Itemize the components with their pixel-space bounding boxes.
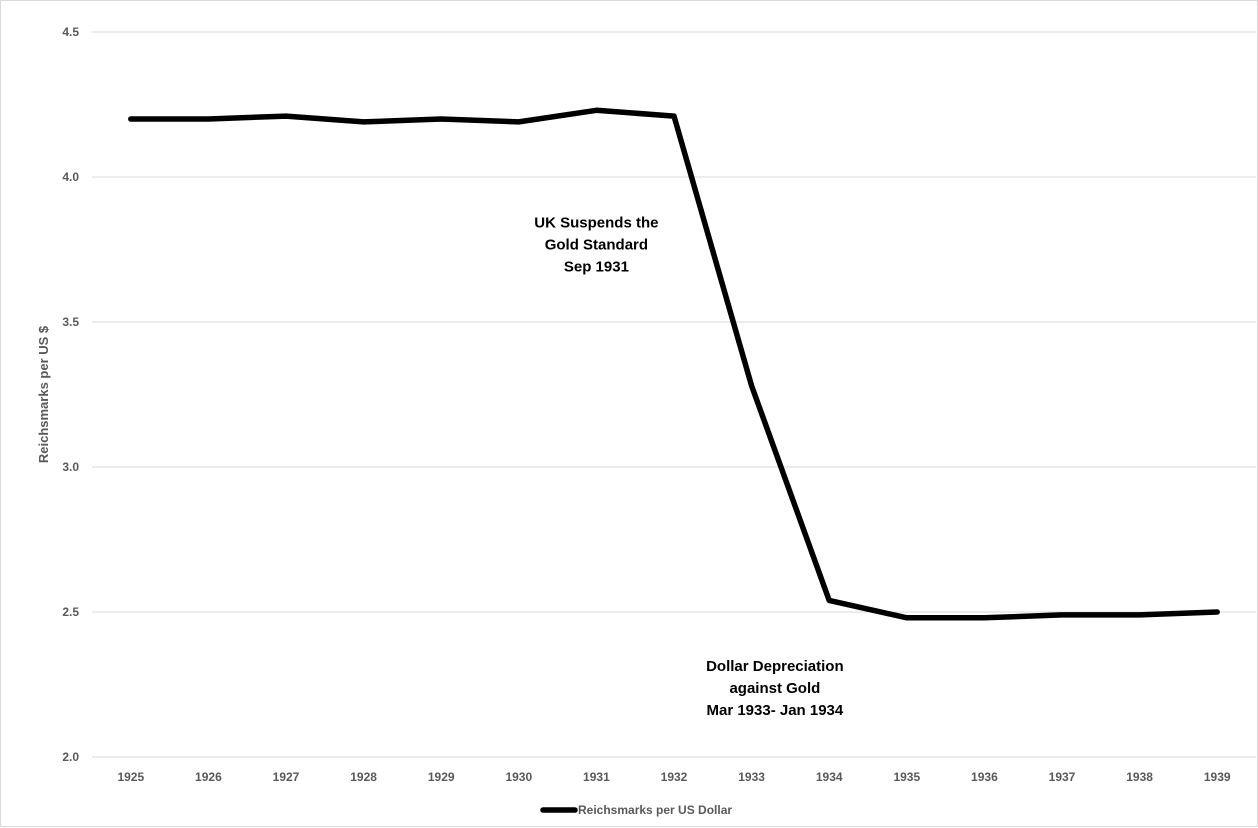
legend-label: Reichsmarks per US Dollar <box>578 803 732 817</box>
x-tick-label: 1933 <box>738 770 765 784</box>
y-tick-label: 2.5 <box>62 605 79 619</box>
y-axis-title: Reichsmarks per US $ <box>36 325 51 463</box>
x-tick-label: 1931 <box>583 770 610 784</box>
annotation-text: against Gold <box>729 680 820 697</box>
annotation-text: Dollar Depreciation <box>706 658 844 675</box>
x-tick-label: 1926 <box>195 770 222 784</box>
x-tick-label: 1928 <box>350 770 377 784</box>
x-tick-label: 1929 <box>428 770 455 784</box>
annotation-text: UK Suspends the <box>534 215 658 232</box>
annotation-text: Gold Standard <box>545 237 648 254</box>
y-tick-label: 3.5 <box>62 315 79 329</box>
y-tick-label: 2.0 <box>62 750 79 764</box>
x-tick-label: 1934 <box>816 770 843 784</box>
y-tick-label: 3.0 <box>62 460 79 474</box>
x-tick-label: 1937 <box>1049 770 1076 784</box>
annotation-text: Sep 1931 <box>564 259 629 276</box>
x-tick-label: 1927 <box>273 770 300 784</box>
x-tick-label: 1925 <box>117 770 144 784</box>
series-line-0 <box>128 107 1220 621</box>
x-tick-label: 1939 <box>1204 770 1231 784</box>
x-tick-label: 1938 <box>1126 770 1153 784</box>
x-tick-label: 1932 <box>661 770 688 784</box>
y-tick-label: 4.0 <box>62 170 79 184</box>
y-tick-label: 4.5 <box>62 25 79 39</box>
annotation-text: Mar 1933- Jan 1934 <box>706 702 843 719</box>
x-tick-label: 1930 <box>505 770 532 784</box>
x-tick-label: 1935 <box>893 770 920 784</box>
x-tick-label: 1936 <box>971 770 998 784</box>
